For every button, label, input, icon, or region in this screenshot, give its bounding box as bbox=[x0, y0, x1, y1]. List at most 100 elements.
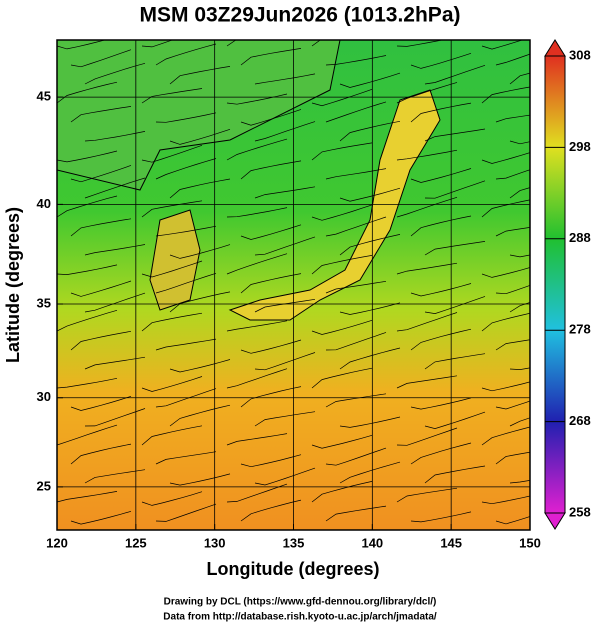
streamline bbox=[325, 101, 387, 123]
streamline bbox=[410, 328, 472, 351]
streamline bbox=[141, 425, 203, 446]
streamline bbox=[311, 142, 373, 161]
streamline bbox=[495, 400, 530, 410]
streamline bbox=[155, 388, 217, 408]
streamline bbox=[84, 244, 146, 256]
streamline bbox=[311, 367, 373, 389]
streamline bbox=[226, 320, 288, 332]
streamline bbox=[339, 347, 401, 370]
streamline bbox=[254, 467, 316, 486]
streamline bbox=[226, 93, 288, 105]
streamline bbox=[339, 120, 401, 142]
y-tick-label: 40 bbox=[37, 196, 51, 211]
streamline bbox=[84, 177, 146, 199]
streamline bbox=[495, 516, 530, 525]
streamline bbox=[424, 411, 486, 429]
streamline bbox=[84, 62, 146, 85]
colorbar-extend-top bbox=[544, 39, 566, 57]
streamline bbox=[240, 273, 302, 294]
japan bbox=[228, 89, 441, 321]
streamline bbox=[57, 424, 118, 446]
streamline bbox=[481, 40, 524, 50]
streamline bbox=[311, 434, 373, 449]
colorbar-tick-label: 258 bbox=[569, 504, 591, 519]
streamline bbox=[70, 280, 132, 297]
y-tick-label: 45 bbox=[37, 89, 51, 104]
streamline bbox=[325, 55, 387, 66]
streamline bbox=[495, 53, 530, 66]
streamline bbox=[481, 312, 530, 332]
streamline bbox=[410, 283, 472, 297]
streamline bbox=[481, 495, 530, 505]
streamline bbox=[141, 376, 203, 392]
streamline bbox=[396, 487, 458, 503]
streamline bbox=[57, 40, 107, 50]
x-tick-label: 145 bbox=[440, 535, 462, 550]
streamline bbox=[311, 204, 373, 221]
streamline bbox=[495, 339, 530, 351]
streamline bbox=[325, 505, 387, 522]
streamline bbox=[339, 72, 401, 88]
streamline bbox=[254, 236, 316, 256]
streamline bbox=[141, 88, 203, 104]
streamline bbox=[254, 186, 316, 199]
chart-title: MSM 03Z29Jun2026 (1013.2hPa) bbox=[140, 4, 461, 27]
streamline bbox=[169, 404, 231, 427]
streamline bbox=[57, 491, 118, 503]
streamline bbox=[141, 260, 203, 278]
credit: Drawing by DCL (https://www.gfd-dennou.o… bbox=[164, 597, 437, 608]
colorbar bbox=[544, 55, 566, 514]
streamline bbox=[57, 377, 118, 389]
streamline bbox=[155, 112, 217, 123]
streamline bbox=[410, 102, 472, 123]
streamlines bbox=[57, 40, 530, 525]
streamline bbox=[495, 451, 530, 465]
x-axis-label: Longitude (degrees) bbox=[206, 559, 379, 579]
y-tick-label: 25 bbox=[37, 478, 51, 493]
colorbar-tick-label: 308 bbox=[569, 47, 591, 62]
streamline bbox=[495, 169, 530, 180]
credit: Data from http://database.rish.kyoto-u.a… bbox=[163, 612, 437, 623]
streamline bbox=[325, 168, 387, 180]
streamline bbox=[396, 82, 458, 104]
streamline bbox=[155, 225, 217, 237]
streamline bbox=[424, 241, 486, 256]
streamline bbox=[226, 207, 288, 218]
streamline bbox=[509, 140, 530, 145]
streamline bbox=[84, 131, 146, 142]
x-tick-label: 125 bbox=[125, 535, 147, 550]
colorbar-extend-bottom bbox=[544, 512, 566, 530]
streamline bbox=[396, 196, 458, 218]
streamline bbox=[141, 200, 203, 218]
streamline bbox=[70, 330, 132, 351]
streamline bbox=[325, 393, 387, 408]
streamline bbox=[339, 234, 401, 256]
x-tick-label: 135 bbox=[283, 535, 305, 550]
streamline bbox=[84, 469, 146, 484]
streamline bbox=[226, 138, 288, 161]
streamline bbox=[169, 178, 231, 199]
streamline bbox=[424, 465, 486, 484]
streamline bbox=[410, 52, 472, 69]
streamline bbox=[424, 296, 486, 314]
streamline bbox=[155, 272, 217, 294]
streamline bbox=[311, 481, 373, 503]
streamline bbox=[155, 451, 217, 465]
streamline bbox=[509, 417, 530, 427]
streamline bbox=[311, 255, 373, 275]
streamline bbox=[70, 510, 132, 525]
streamline bbox=[509, 254, 530, 258]
streamline bbox=[240, 339, 302, 354]
streamline bbox=[226, 483, 288, 503]
streamline bbox=[311, 88, 373, 107]
streamline bbox=[481, 152, 530, 164]
streamline bbox=[155, 158, 217, 180]
streamline bbox=[396, 40, 444, 47]
streamline bbox=[424, 353, 486, 370]
streamline bbox=[141, 491, 203, 506]
streamline bbox=[155, 43, 217, 66]
streamline bbox=[169, 66, 231, 85]
streamline bbox=[495, 285, 530, 295]
streamline bbox=[410, 168, 472, 183]
